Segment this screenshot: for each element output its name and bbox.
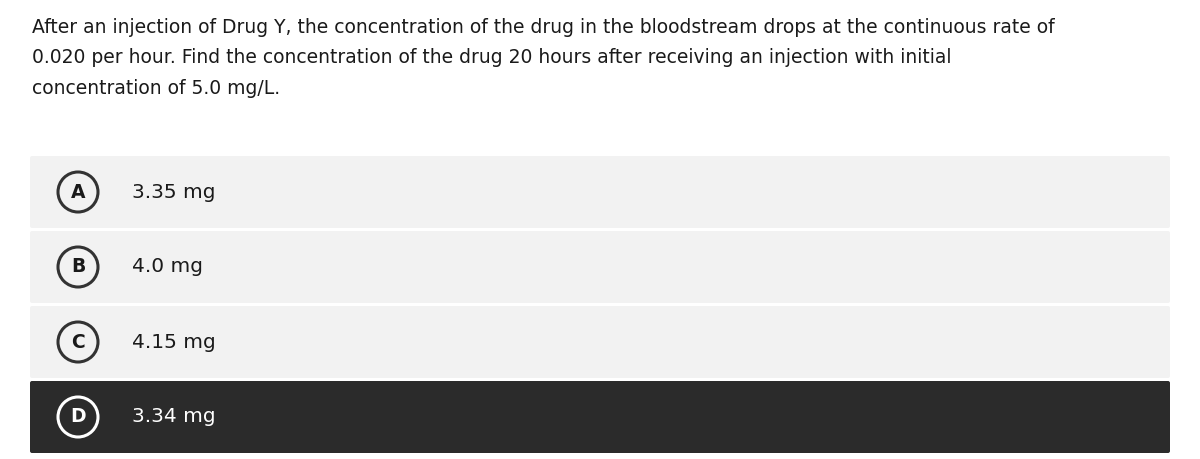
Text: B: B [71,257,85,276]
Text: 4.0 mg: 4.0 mg [132,257,203,276]
FancyBboxPatch shape [30,306,1170,378]
Text: 4.15 mg: 4.15 mg [132,332,216,352]
Circle shape [58,247,98,287]
Text: A: A [71,183,85,202]
Circle shape [58,397,98,437]
Text: C: C [71,332,85,352]
Text: 3.34 mg: 3.34 mg [132,408,216,426]
FancyBboxPatch shape [30,231,1170,303]
FancyBboxPatch shape [30,381,1170,453]
Text: 3.35 mg: 3.35 mg [132,183,216,202]
Circle shape [58,322,98,362]
FancyBboxPatch shape [30,156,1170,228]
Text: After an injection of Drug Y, the concentration of the drug in the bloodstream d: After an injection of Drug Y, the concen… [32,18,1055,97]
Circle shape [58,172,98,212]
Text: D: D [70,408,86,426]
